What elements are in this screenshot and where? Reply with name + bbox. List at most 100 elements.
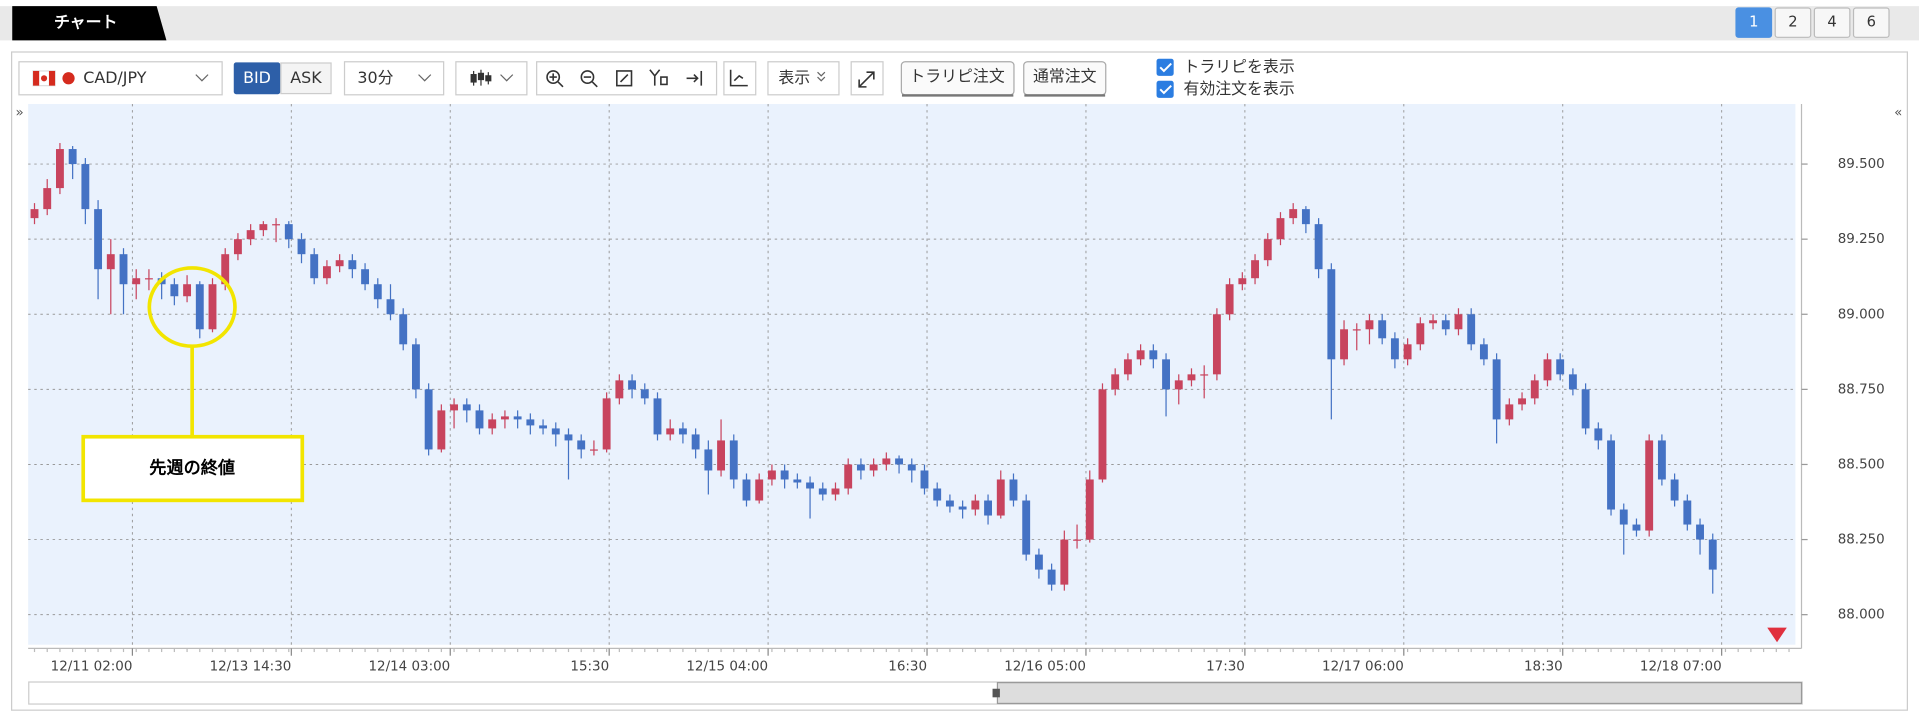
scroll-handle[interactable]: [992, 688, 1000, 698]
trarip-order-label: トラリピ注文: [909, 67, 1004, 86]
candle-body: [1238, 278, 1247, 285]
candle-body: [233, 239, 242, 255]
page-label: 1: [1749, 14, 1758, 31]
candle-body: [1378, 320, 1387, 339]
candle-body: [1683, 500, 1692, 525]
x-tick-label: 12/17 06:00: [1322, 660, 1404, 675]
fit-button[interactable]: [616, 70, 633, 87]
candle-body: [1149, 350, 1158, 360]
checkmark: [1159, 62, 1172, 73]
candle-body: [933, 488, 942, 501]
latest-button[interactable]: [686, 70, 703, 86]
candle-body: [1073, 539, 1081, 541]
candle-body: [1543, 359, 1552, 381]
candle-body: [1352, 329, 1361, 331]
page-button[interactable]: [1852, 7, 1890, 38]
collapse-right[interactable]: «: [1894, 106, 1902, 121]
y-scale-button[interactable]: [649, 69, 668, 86]
candle-body: [475, 410, 484, 429]
candle-body: [1568, 374, 1577, 390]
page-button[interactable]: [1813, 7, 1851, 38]
candle-body: [1085, 479, 1094, 540]
candle-body: [755, 479, 764, 501]
candle-body: [1403, 344, 1412, 360]
pair-label: CAD/JPY: [83, 68, 146, 87]
zoom-out-button[interactable]: [580, 70, 598, 88]
candle-body: [144, 278, 153, 280]
candle-body: [526, 419, 535, 426]
candle-body: [1136, 350, 1145, 360]
candle-body: [1123, 359, 1132, 375]
bid-button[interactable]: [233, 62, 281, 95]
show-orders-label: 有効注文を表示: [1183, 79, 1294, 98]
candle-body: [1301, 209, 1310, 225]
page-button[interactable]: [1774, 7, 1812, 38]
candle-body: [589, 449, 598, 451]
y-tick-label: 88.250: [1838, 533, 1885, 548]
annotation-box: [81, 434, 305, 503]
candle-body: [1556, 359, 1565, 375]
candle-body: [602, 398, 611, 450]
candle-body: [1314, 224, 1323, 270]
y-tick-label: 89.000: [1838, 307, 1885, 322]
candle-body: [1174, 380, 1183, 390]
candle-body: [920, 470, 929, 489]
page-button[interactable]: [1735, 7, 1773, 38]
collapse-left[interactable]: »: [15, 106, 23, 121]
show-trarip-label: トラリピを表示: [1183, 57, 1294, 76]
candle-body: [1518, 398, 1526, 405]
candle-body: [450, 404, 459, 411]
page-label: 6: [1867, 14, 1876, 31]
ask-button[interactable]: [280, 62, 332, 95]
x-tick-label: 16:30: [888, 660, 927, 675]
zoom-in-button[interactable]: [546, 70, 564, 88]
candle-body: [1467, 314, 1476, 345]
candle-body: [653, 398, 662, 435]
candle-body: [183, 284, 192, 297]
candle-body: [106, 254, 115, 270]
candle-body: [1365, 320, 1374, 330]
candle-body: [1390, 338, 1399, 360]
candle-body: [322, 266, 331, 279]
flag-jp: [62, 72, 75, 85]
candle-body: [272, 224, 281, 226]
candle-body: [1060, 539, 1069, 585]
display-select[interactable]: [767, 61, 840, 96]
candle-body: [996, 479, 1005, 516]
candle-body: [1492, 359, 1501, 420]
x-tick-label: 12/16 05:00: [1004, 660, 1086, 675]
candle-body: [411, 344, 420, 390]
candle-body: [284, 224, 293, 240]
candle-body: [1225, 284, 1234, 315]
x-tick-label: 12/11 02:00: [51, 660, 133, 675]
candle-body: [1416, 323, 1425, 345]
candle-body: [386, 299, 395, 315]
candle-body: [907, 464, 916, 471]
checkbox[interactable]: [1156, 58, 1174, 76]
candle-body: [1327, 269, 1336, 360]
candle-body: [856, 464, 865, 471]
candle-body: [717, 440, 726, 471]
candle-body: [1340, 329, 1348, 360]
candle-body: [615, 380, 624, 399]
y-tick-label: 89.250: [1838, 232, 1885, 247]
candle-body: [1047, 569, 1056, 585]
candle-body: [43, 188, 52, 210]
candle-body: [30, 209, 39, 219]
candle-body: [793, 479, 802, 483]
candle-body: [1530, 380, 1539, 399]
candle-body: [361, 269, 370, 285]
candle-body: [818, 488, 827, 495]
candle-body: [1441, 320, 1450, 330]
tab[interactable]: [12, 6, 167, 41]
checkmark: [1159, 84, 1172, 95]
flag-ca-leaf: [40, 75, 48, 82]
scroll-thumb[interactable]: [996, 682, 1803, 705]
indicator-button[interactable]: [723, 61, 757, 96]
candle-body: [869, 464, 878, 471]
candle-body: [1657, 440, 1666, 480]
chevron: [817, 71, 826, 82]
candle-body: [1670, 479, 1679, 501]
checkbox[interactable]: [1156, 80, 1174, 98]
